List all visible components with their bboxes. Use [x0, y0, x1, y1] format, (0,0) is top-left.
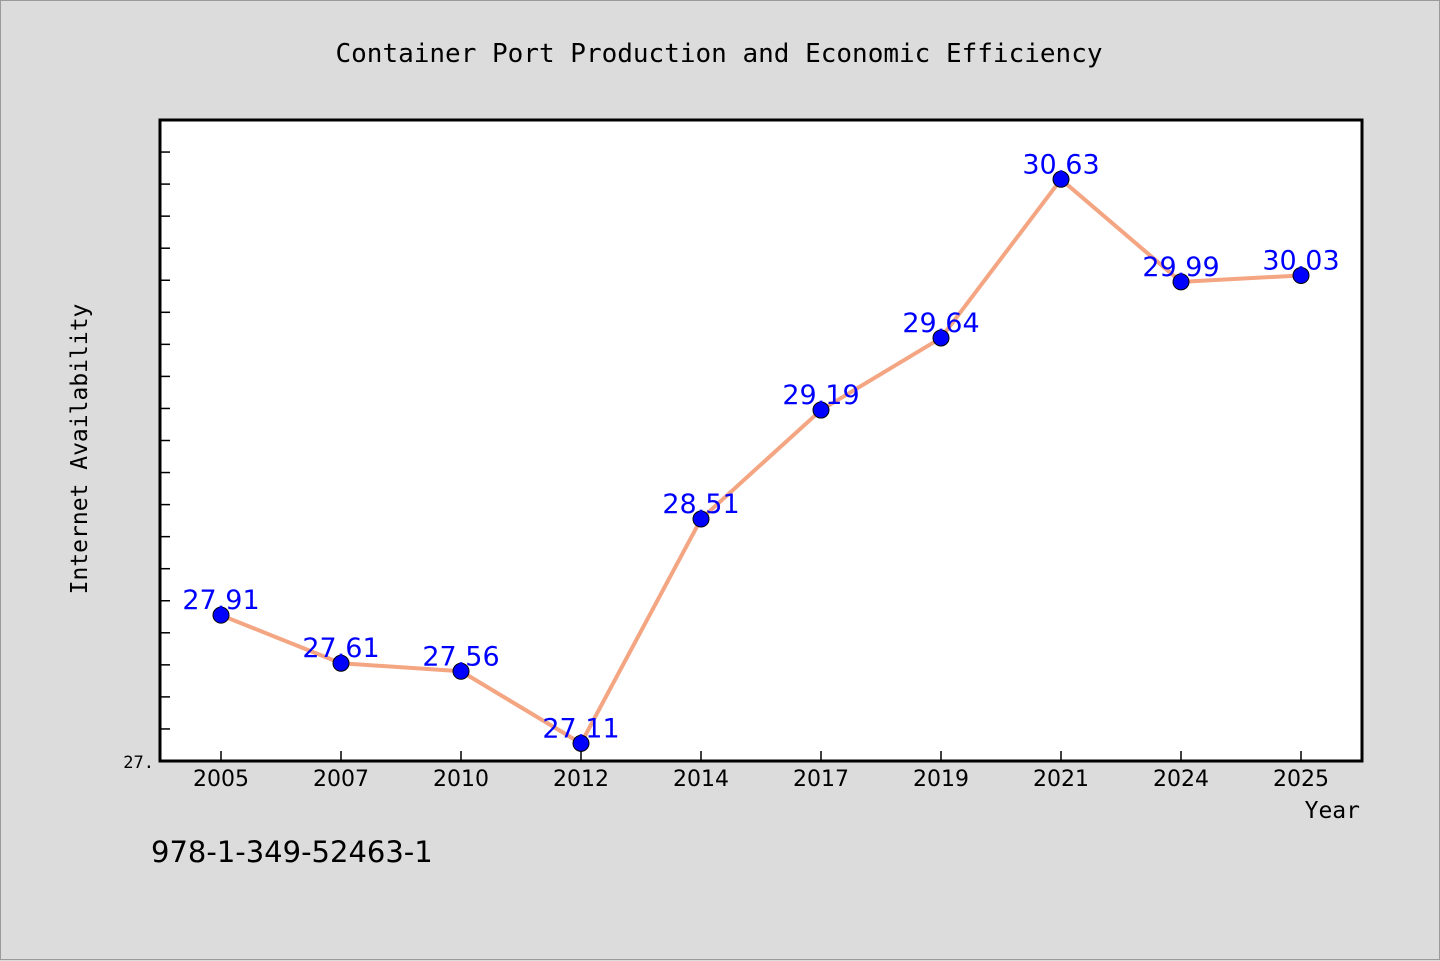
data-labels: 27.91 27.61 27.56 27.11 28.51 29.19 29.64 30.63…	[182, 149, 1339, 744]
x-axis-tick-labels: 2005 2007 2010 2012 2014 2017 2019 2021 2024 2025	[193, 767, 1329, 792]
y-axis-ticks	[160, 151, 1302, 761]
data-label: 30.03	[1262, 245, 1339, 276]
data-label: 30.63	[1022, 149, 1099, 180]
chart-title: Container Port Production and Economic E…	[335, 39, 1102, 69]
x-tick-label: 2019	[913, 767, 969, 792]
data-label: 27.91	[182, 585, 259, 616]
data-point	[332, 654, 350, 672]
plot-area	[158, 118, 1364, 763]
x-tick-label: 2012	[553, 767, 609, 792]
data-label: 27.61	[302, 633, 379, 664]
x-axis-label: Year	[1305, 798, 1360, 824]
series-line	[220, 177, 1302, 746]
x-tick-label: 2025	[1273, 767, 1329, 792]
data-point	[812, 401, 830, 419]
data-point	[212, 606, 230, 624]
data-point	[1172, 273, 1190, 291]
x-tick-label: 2024	[1153, 767, 1209, 792]
x-tick-label: 2017	[793, 767, 849, 792]
data-label: 28.51	[662, 489, 739, 520]
data-point	[1292, 266, 1310, 284]
x-tick-label: 2010	[433, 767, 489, 792]
data-label: 27.56	[422, 641, 499, 672]
data-point	[932, 329, 950, 347]
y-axis-label: Internet Availability	[67, 304, 93, 595]
data-point	[1052, 170, 1070, 188]
data-label: 29.99	[1142, 252, 1219, 283]
x-tick-label: 2014	[673, 767, 729, 792]
x-tick-label: 2021	[1033, 767, 1089, 792]
data-label: 29.64	[902, 308, 979, 339]
data-label: 27.11	[542, 713, 619, 744]
data-point	[452, 662, 470, 680]
y-tick-label: 27.	[123, 753, 154, 773]
x-tick-label: 2005	[193, 767, 249, 792]
data-point	[572, 734, 590, 752]
data-point	[692, 510, 710, 528]
isbn-text: 978-1-349-52463-1	[151, 835, 433, 869]
x-tick-label: 2007	[313, 767, 369, 792]
data-label: 29.19	[782, 380, 859, 411]
data-points	[212, 170, 1310, 752]
